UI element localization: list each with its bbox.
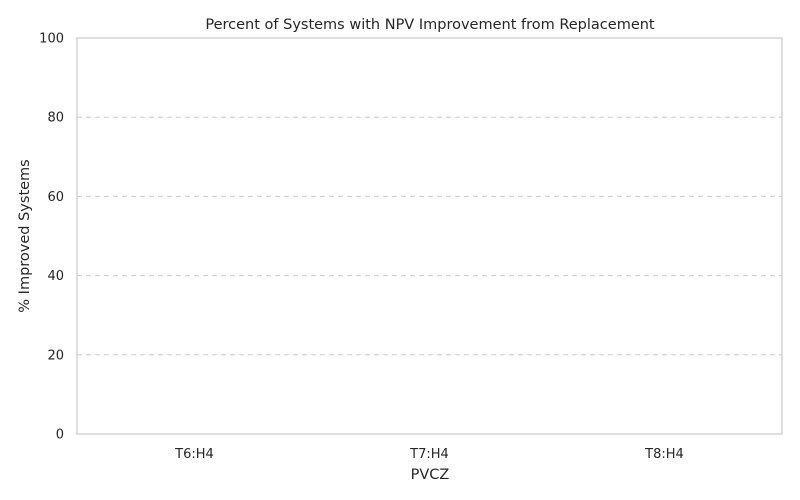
x-tick-label: T8:H4 [644,447,684,462]
x-axis-label: PVCZ [411,467,450,483]
grid-lines [77,116,782,356]
y-tick-label: 60 [47,190,64,205]
x-tick-label: T6:H4 [174,447,214,462]
y-tick-label: 20 [47,348,64,363]
y-tick-label: 100 [39,32,64,47]
chart-title: Percent of Systems with NPV Improvement … [205,17,655,33]
y-tick-labels: 0 20 40 60 80 100 [39,32,64,443]
y-tick-label: 0 [56,428,64,443]
plot-frame [76,37,783,435]
x-tick-labels: T6:H4 T7:H4 T8:H4 [174,447,684,462]
x-tick-label: T7:H4 [409,447,449,462]
y-tick-label: 80 [47,111,64,126]
y-axis-label: % Improved Systems [17,159,33,312]
y-tick-label: 40 [47,269,64,284]
